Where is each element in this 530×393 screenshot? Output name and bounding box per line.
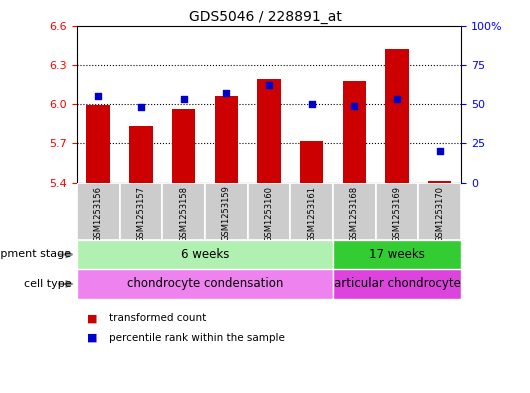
Bar bbox=[172, 109, 196, 183]
Text: ■: ■ bbox=[87, 313, 98, 323]
Point bbox=[222, 90, 231, 96]
Bar bbox=[418, 183, 461, 240]
Text: transformed count: transformed count bbox=[109, 313, 206, 323]
Text: GSM1253156: GSM1253156 bbox=[94, 185, 103, 242]
Text: chondrocyte condensation: chondrocyte condensation bbox=[127, 277, 283, 290]
Bar bbox=[333, 269, 461, 299]
Point bbox=[307, 101, 316, 107]
Point bbox=[179, 96, 188, 103]
Bar bbox=[248, 183, 290, 240]
Text: 17 weeks: 17 weeks bbox=[369, 248, 425, 261]
Text: GSM1253158: GSM1253158 bbox=[179, 185, 188, 242]
Bar bbox=[428, 182, 452, 183]
Text: ■: ■ bbox=[87, 333, 98, 343]
Point bbox=[350, 103, 359, 109]
Bar bbox=[77, 240, 333, 269]
Text: 6 weeks: 6 weeks bbox=[181, 248, 229, 261]
Text: GSM1253160: GSM1253160 bbox=[264, 185, 273, 242]
Text: GSM1253169: GSM1253169 bbox=[393, 185, 402, 242]
Bar bbox=[333, 240, 461, 269]
Text: articular chondrocyte: articular chondrocyte bbox=[333, 277, 461, 290]
Bar bbox=[290, 183, 333, 240]
Bar bbox=[385, 49, 409, 183]
Bar bbox=[120, 183, 162, 240]
Point bbox=[94, 93, 102, 99]
Point bbox=[393, 96, 401, 103]
Bar bbox=[342, 81, 366, 183]
Text: GSM1253159: GSM1253159 bbox=[222, 185, 231, 241]
Bar bbox=[300, 141, 323, 183]
Text: development stage: development stage bbox=[0, 250, 72, 259]
Bar bbox=[205, 183, 248, 240]
Text: GSM1253170: GSM1253170 bbox=[435, 185, 444, 242]
Text: GSM1253157: GSM1253157 bbox=[136, 185, 145, 242]
Bar bbox=[77, 269, 333, 299]
Text: percentile rank within the sample: percentile rank within the sample bbox=[109, 333, 285, 343]
Bar bbox=[162, 183, 205, 240]
Bar bbox=[333, 183, 376, 240]
Bar bbox=[77, 183, 120, 240]
Point bbox=[137, 104, 145, 110]
Bar bbox=[129, 127, 153, 183]
Text: GSM1253161: GSM1253161 bbox=[307, 185, 316, 242]
Text: GDS5046 / 228891_at: GDS5046 / 228891_at bbox=[189, 10, 341, 24]
Bar bbox=[215, 96, 238, 183]
Bar bbox=[376, 183, 418, 240]
Text: GSM1253168: GSM1253168 bbox=[350, 185, 359, 242]
Point bbox=[265, 82, 273, 88]
Text: cell type: cell type bbox=[24, 279, 72, 289]
Point bbox=[436, 148, 444, 154]
Bar bbox=[257, 79, 281, 183]
Bar bbox=[86, 105, 110, 183]
